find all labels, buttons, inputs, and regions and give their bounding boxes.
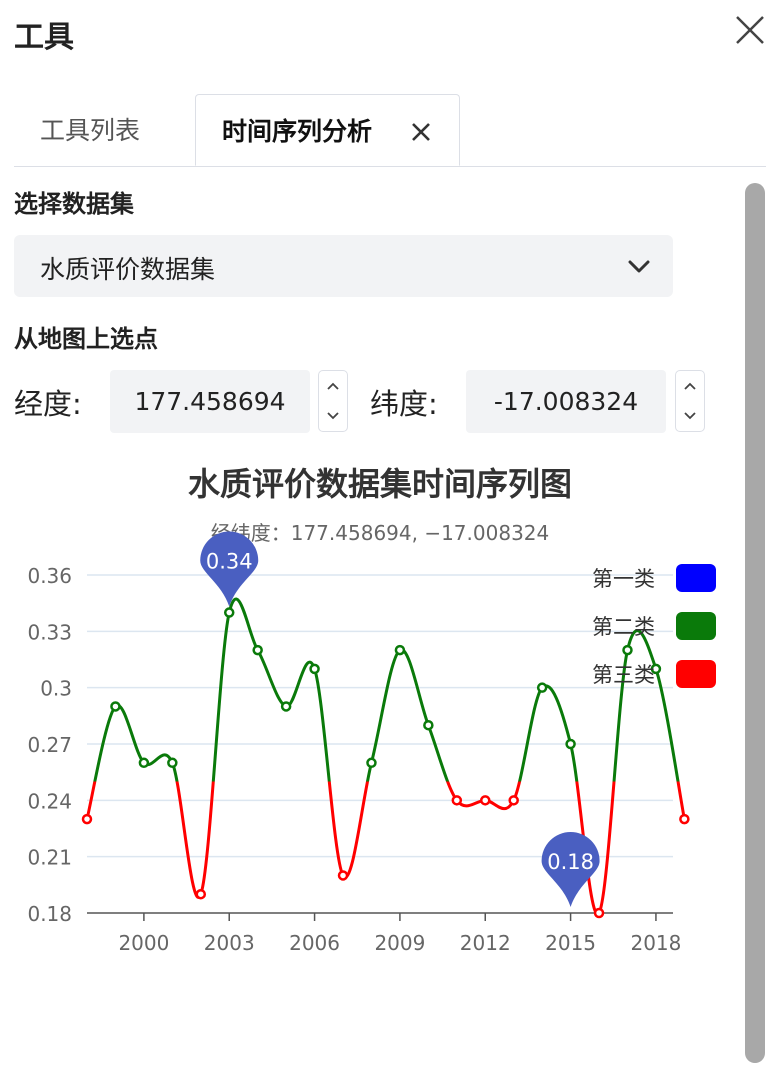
x-tick-label: 2015 xyxy=(545,931,596,955)
data-point[interactable] xyxy=(252,644,263,656)
legend-swatch[interactable] xyxy=(676,564,716,592)
y-tick-label: 0.21 xyxy=(27,846,72,870)
latitude-label: 纬度: xyxy=(370,387,438,421)
data-point[interactable] xyxy=(622,644,633,656)
data-point[interactable] xyxy=(650,663,662,675)
data-point[interactable] xyxy=(167,757,178,769)
data-point[interactable] xyxy=(110,701,121,712)
longitude-decrement-icon[interactable] xyxy=(319,401,347,431)
data-point[interactable] xyxy=(309,663,320,675)
tab-tool-list[interactable]: 工具列表 xyxy=(40,116,141,145)
data-point[interactable] xyxy=(366,757,377,769)
data-point[interactable] xyxy=(508,795,519,806)
dataset-label: 选择数据集 xyxy=(14,190,134,218)
extreme-marker-label: 0.18 xyxy=(547,850,594,874)
x-tick-label: 2009 xyxy=(374,931,425,955)
panel-title: 工具 xyxy=(14,20,74,55)
close-icon[interactable] xyxy=(733,13,767,47)
data-point[interactable] xyxy=(423,719,434,731)
y-tick-label: 0.18 xyxy=(27,902,72,926)
x-tick-label: 2003 xyxy=(204,931,255,955)
longitude-label: 经度: xyxy=(14,387,82,421)
map-pick-label: 从地图上选点 xyxy=(14,325,158,353)
dataset-select-value: 水质评价数据集 xyxy=(40,255,216,284)
data-point[interactable] xyxy=(593,907,605,919)
data-point[interactable] xyxy=(394,644,406,656)
latitude-decrement-icon[interactable] xyxy=(676,401,704,431)
data-point[interactable] xyxy=(536,682,548,693)
data-point[interactable] xyxy=(195,888,207,900)
extreme-marker-pin[interactable] xyxy=(541,832,600,907)
data-point[interactable] xyxy=(223,607,235,618)
legend-item-label[interactable]: 第三类 xyxy=(592,663,655,687)
latitude-increment-icon[interactable] xyxy=(676,371,704,401)
tab-time-series-label: 时间序列分析 xyxy=(222,117,373,146)
y-tick-label: 0.24 xyxy=(27,789,72,813)
longitude-input[interactable] xyxy=(110,370,310,433)
data-point[interactable] xyxy=(480,795,491,806)
data-point[interactable] xyxy=(565,738,576,750)
y-tick-label: 0.3 xyxy=(40,677,72,701)
y-tick-label: 0.27 xyxy=(27,733,72,757)
y-tick-label: 0.36 xyxy=(27,564,72,588)
extreme-marker-label: 0.34 xyxy=(206,550,253,574)
longitude-increment-icon[interactable] xyxy=(319,371,347,401)
scrollbar[interactable] xyxy=(745,183,765,1063)
series-line-class2 xyxy=(93,597,680,782)
data-point[interactable] xyxy=(679,813,690,825)
chart-title: 水质评价数据集时间序列图 xyxy=(188,465,572,503)
latitude-stepper xyxy=(675,370,705,432)
chevron-down-icon xyxy=(628,260,650,273)
data-point[interactable] xyxy=(81,813,93,825)
legend-item-label[interactable]: 第二类 xyxy=(592,615,655,639)
data-point[interactable] xyxy=(337,870,349,881)
data-point[interactable] xyxy=(451,795,463,806)
data-point[interactable] xyxy=(280,701,292,712)
data-point[interactable] xyxy=(138,757,150,769)
tab-close-icon[interactable] xyxy=(410,121,432,143)
tab-bar: 工具列表 时间序列分析 xyxy=(14,94,766,167)
tab-time-series[interactable]: 时间序列分析 xyxy=(195,94,460,166)
legend-swatch[interactable] xyxy=(676,612,716,640)
extreme-marker-pin[interactable] xyxy=(200,531,259,607)
longitude-stepper xyxy=(318,370,348,432)
legend-swatch[interactable] xyxy=(676,660,716,688)
chart-subtitle: 经纬度：177.458694, −17.008324 xyxy=(211,521,550,545)
legend-item-label[interactable]: 第一类 xyxy=(592,567,655,591)
x-tick-label: 2018 xyxy=(630,931,681,955)
x-tick-label: 2006 xyxy=(289,931,340,955)
time-series-chart: 水质评价数据集时间序列图 经纬度：177.458694, −17.008324 … xyxy=(27,465,716,955)
y-tick-label: 0.33 xyxy=(27,620,72,644)
x-tick-label: 2012 xyxy=(460,931,511,955)
dataset-select[interactable]: 水质评价数据集 xyxy=(14,235,673,297)
x-tick-label: 2000 xyxy=(118,931,169,955)
latitude-input[interactable] xyxy=(466,370,666,433)
